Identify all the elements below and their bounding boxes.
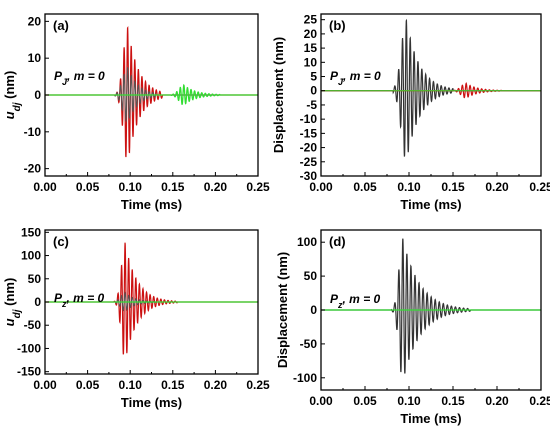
x-axis-title: Time (ms) [400, 411, 461, 426]
x-tick-label: 0.10 [397, 180, 421, 194]
annotation-rest: , m = 0 [342, 292, 381, 306]
series-line-1 [321, 238, 541, 374]
y-tick-label: -50 [300, 337, 318, 351]
panel-a: 0.00 0.05 0.10 0.15 0.20 0.25 -20 -10 0 10 20 Time … [2, 13, 270, 212]
annotation-main: P [54, 291, 63, 305]
x-axis-title: Time (ms) [121, 197, 182, 212]
mode-annotation: PJ, m = 0 [54, 69, 105, 87]
y-tick-label: 150 [21, 225, 41, 239]
x-tick-label: 0.20 [485, 180, 509, 194]
x-tick-label: 0.05 [353, 394, 377, 408]
x-tick-label: 0.15 [161, 180, 185, 194]
x-tick-label: 0.05 [353, 180, 377, 194]
mode-annotation: Pz, m = 0 [330, 292, 381, 310]
annotation-rest: , m = 0 [66, 69, 105, 83]
y-tick-label: 15 [304, 41, 318, 55]
x-tick-label: 0.05 [76, 378, 100, 392]
x-tick-label: 0.25 [246, 180, 270, 194]
y-tick-label: -25 [300, 155, 318, 169]
y-tick-label: -10 [300, 112, 318, 126]
y-axis-title-main: Displacement (nm) [275, 252, 290, 368]
y-axis-title: udj (nm) [2, 278, 23, 327]
y-tick-label: 10 [28, 51, 42, 65]
panel-c: 0.00 0.05 0.10 0.15 0.20 0.25 -150 -100 -50 0 50 10… [2, 225, 270, 410]
x-axis-title: Time (ms) [121, 395, 182, 410]
annotation-sub: z [61, 299, 67, 309]
x-tick-label: 0.00 [33, 180, 57, 194]
y-axis-title-sub: dj [12, 102, 23, 111]
y-tick-label: 0 [310, 84, 317, 98]
panel-label: (c) [53, 234, 69, 249]
annotation-rest: , m = 0 [342, 69, 381, 83]
y-tick-label: 20 [28, 14, 42, 28]
x-tick-label: 0.10 [119, 180, 143, 194]
y-tick-label: -100 [17, 341, 41, 355]
x-axis-title: Time (ms) [400, 197, 461, 212]
y-axis-title-main: u [2, 318, 17, 326]
x-tick-label: 0.20 [204, 180, 228, 194]
series-line-3 [45, 83, 258, 105]
panel-b: 0.00 0.05 0.10 0.15 0.20 0.25 -30-25-20-15-10-… [271, 13, 550, 212]
annotation-sub: z [337, 300, 343, 310]
y-axis-title-unit: (nm) [2, 278, 17, 310]
x-tick-label: 0.20 [204, 378, 228, 392]
y-tick-label: -20 [24, 162, 42, 176]
x-tick-label: 0.25 [529, 180, 550, 194]
series-line-1 [321, 18, 541, 157]
y-axis-title-sub: dj [12, 309, 23, 318]
annotation-main: P [54, 69, 63, 83]
y-tick-label: 20 [304, 27, 318, 41]
x-tick-label: 0.00 [309, 394, 333, 408]
panel-d: 0.00 0.05 0.10 0.15 0.20 0.25 -100 -50 0 50 100 Tim… [275, 229, 550, 426]
y-axis-title: Displacement (nm) [275, 252, 290, 368]
y-tick-label: 50 [28, 272, 42, 286]
annotation-sub: J [62, 77, 68, 87]
annotation-main: P [330, 69, 339, 83]
y-tick-label: 0 [310, 303, 317, 317]
y-tick-label: -100 [293, 371, 317, 385]
y-axis-title: Displacement (nm) [271, 37, 286, 153]
y-tick-label: -10 [24, 125, 42, 139]
y-tick-label: -50 [24, 318, 42, 332]
y-axis-title-main: u [2, 111, 17, 119]
y-axis-title-main: Displacement (nm) [271, 37, 286, 153]
y-tick-label: -15 [300, 126, 318, 140]
y-tick-label: -5 [306, 98, 317, 112]
mode-annotation: Pz, m = 0 [54, 291, 105, 309]
y-axis-title-unit: (nm) [2, 71, 17, 103]
panel-label: (b) [329, 18, 346, 33]
mode-annotation: PJ, m = 0 [330, 69, 381, 87]
x-tick-label: 0.15 [441, 180, 465, 194]
series-line-1 [45, 25, 258, 158]
x-tick-label: 0.10 [397, 394, 421, 408]
x-tick-label: 0.10 [119, 378, 143, 392]
y-axis-title: udj (nm) [2, 71, 23, 120]
x-tick-label: 0.00 [309, 180, 333, 194]
annotation-rest: , m = 0 [66, 291, 105, 305]
y-tick-label: 50 [304, 269, 318, 283]
y-tick-label: 0 [34, 295, 41, 309]
x-tick-label: 0.20 [485, 394, 509, 408]
x-tick-label: 0.15 [441, 394, 465, 408]
annotation-sub: J [338, 77, 344, 87]
panel-label: (d) [329, 234, 346, 249]
y-tick-label: 10 [304, 55, 318, 69]
y-tick-label: -30 [300, 169, 318, 183]
panel-label: (a) [53, 18, 69, 33]
x-tick-label: 0.25 [529, 394, 550, 408]
x-tick-label: 0.05 [76, 180, 100, 194]
x-tick-label: 0.25 [246, 378, 270, 392]
x-tick-label: 0.15 [161, 378, 185, 392]
y-tick-label: 0 [34, 88, 41, 102]
y-tick-label: 5 [310, 70, 317, 84]
annotation-main: P [330, 292, 339, 306]
y-tick-label: 100 [21, 249, 41, 263]
y-tick-label: 100 [297, 235, 317, 249]
y-tick-label: -150 [17, 365, 41, 379]
y-tick-label: -20 [300, 141, 318, 155]
y-tick-label: 25 [304, 13, 318, 27]
x-tick-label: 0.00 [33, 378, 57, 392]
